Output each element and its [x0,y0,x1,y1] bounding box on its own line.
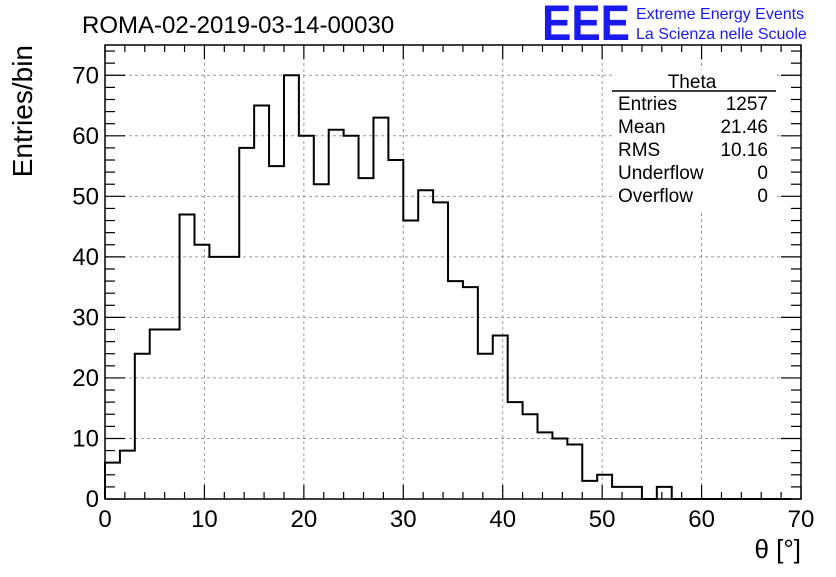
y-tick-label: 50 [72,183,99,210]
x-tick-label: 50 [589,506,616,533]
y-tick-label: 70 [72,62,99,89]
stats-row-underflow-value: 0 [757,163,768,184]
tick-labels: 0 10 20 30 40 50 60 70 0 10 20 30 40 50 60 70 [72,62,814,533]
stats-box: Theta Entries 1257 Mean 21.46 RMS 10.16 … [612,70,776,210]
eee-branding: EEE Extreme Energy Events La Scienza nel… [542,0,807,51]
stats-row-rms-label: RMS [618,140,660,161]
x-tick-label: 10 [191,506,218,533]
branding-line-2: La Scienza nelle Scuole [636,26,807,43]
y-axis-label: Entries/bin [7,45,38,177]
x-tick-label: 20 [291,506,318,533]
y-tick-label: 60 [72,123,99,150]
stats-row-overflow-label: Overflow [618,186,693,207]
stats-title: Theta [668,72,717,93]
stats-row-underflow-label: Underflow [618,163,704,184]
x-tick-label: 0 [98,506,111,533]
y-tick-label: 30 [72,304,99,331]
axis-ticks [104,45,802,500]
y-tick-label: 0 [86,486,99,513]
branding-line-1: Extreme Energy Events [636,6,804,23]
y-tick-label: 20 [72,365,99,392]
stats-row-entries-label: Entries [618,94,677,115]
stats-row-rms-value: 10.16 [720,140,768,161]
eee-logo: EEE [542,0,630,51]
x-tick-label: 60 [688,506,715,533]
y-tick-label: 10 [72,425,99,452]
x-tick-label: 30 [390,506,417,533]
histogram-outline [104,74,792,500]
stats-row-entries-value: 1257 [726,94,768,115]
chart-title: ROMA-02-2019-03-14-00030 [82,12,394,39]
stats-row-mean-value: 21.46 [720,117,768,138]
x-axis-label: θ [°] [754,534,801,564]
x-tick-label: 70 [788,506,815,533]
stats-row-mean-label: Mean [618,117,666,138]
x-tick-label: 40 [489,506,516,533]
stats-row-overflow-value: 0 [757,186,768,207]
plot-frame [104,44,802,500]
y-tick-label: 40 [72,244,99,271]
